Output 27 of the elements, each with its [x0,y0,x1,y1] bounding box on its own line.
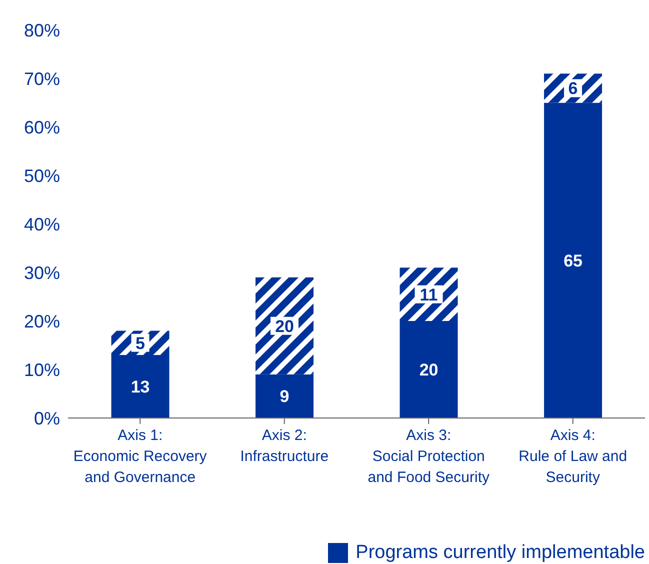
y-tick-label: 30% [24,262,60,283]
bar [256,374,314,418]
y-tick-label: 40% [24,214,60,234]
bar [111,354,170,418]
bar [544,102,602,418]
data-label: 5 [136,334,146,353]
x-tick-label: Axis 4: Rule of Law and Security [518,427,628,486]
data-label: 9 [280,387,290,406]
x-tick-label: Axis 2: Infrastructure [240,427,329,465]
y-tick-label: 70% [24,68,60,89]
y-tick-label: 50% [24,166,60,186]
data-label: 11 [420,285,438,304]
data-label: 6 [568,79,578,98]
data-label: 65 [564,251,582,270]
data-label: 20 [419,360,438,380]
x-tick-label: Axis 1: Economic Recovery and Governance [73,427,208,486]
data-label: 13 [130,377,150,396]
x-tick-label: Axis 3: Social Protection and Food Security [368,427,490,486]
y-tick-label: 0% [34,408,60,428]
y-tick-label: 60% [24,117,60,138]
bar [256,277,314,374]
y-tick-label: 80% [24,20,60,40]
y-tick-label: 10% [24,360,60,380]
legend-label: Programs currently implementable [356,542,645,564]
y-tick-label: 20% [24,311,60,332]
data-label: 20 [275,316,294,336]
bar [400,321,458,418]
